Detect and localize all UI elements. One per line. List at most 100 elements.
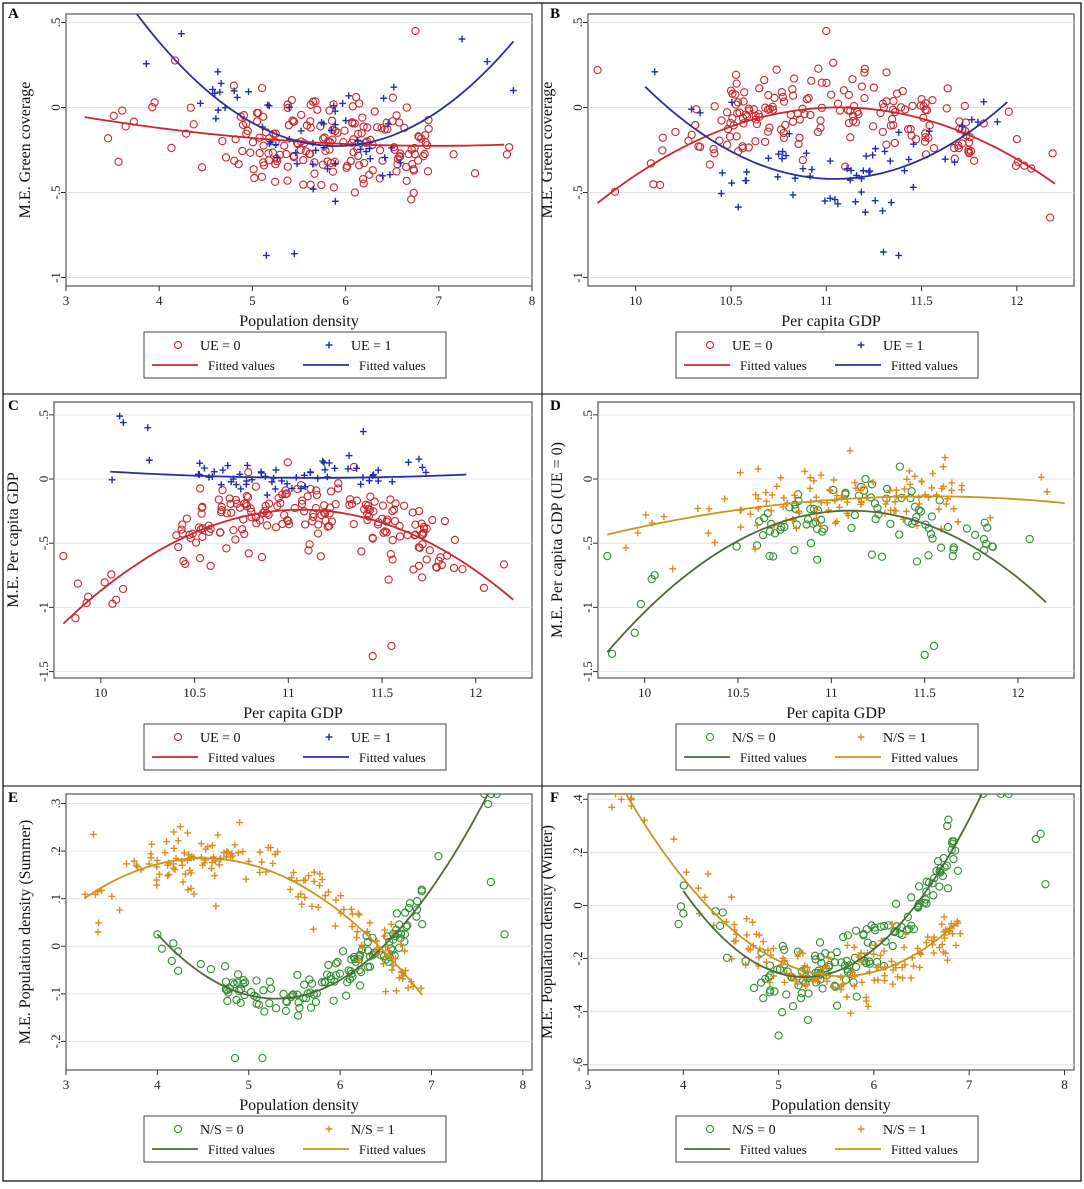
y-tick-label: -.5 xyxy=(36,536,51,550)
scatter-point xyxy=(954,141,963,150)
y-tick-label: -.4 xyxy=(570,1004,585,1019)
scatter-point xyxy=(310,158,319,167)
scatter-point xyxy=(486,877,496,887)
scatter-point xyxy=(272,466,280,474)
scatter-point xyxy=(325,888,332,896)
scatter-point xyxy=(765,551,774,561)
scatter-point xyxy=(916,507,926,516)
scatter-point xyxy=(894,973,902,981)
scatter-point xyxy=(867,480,877,489)
scatter-point xyxy=(683,868,690,876)
scatter-point xyxy=(329,183,339,192)
scatter-point xyxy=(903,124,913,134)
scatter-point xyxy=(402,103,411,112)
scatter-point xyxy=(306,100,315,109)
x-tick-label: 10.5 xyxy=(727,685,750,700)
x-tick-label: 8 xyxy=(520,1077,527,1092)
x-tick-label: 11 xyxy=(820,293,833,308)
scatter-point xyxy=(354,161,364,170)
scatter-point xyxy=(319,457,327,465)
scatter-point xyxy=(350,188,360,197)
scatter-point xyxy=(392,111,401,120)
x-tick-label: 12 xyxy=(1010,293,1023,308)
scatter-point xyxy=(780,494,788,502)
scatter-point xyxy=(927,512,937,521)
scatter-point xyxy=(184,829,192,837)
scatter-point xyxy=(385,947,392,954)
scatter-point xyxy=(964,145,973,154)
scatter-point xyxy=(622,544,630,552)
y-tick-label: -.1 xyxy=(48,987,63,1001)
scatter-point xyxy=(341,991,351,1000)
scatter-point xyxy=(216,528,225,537)
scatter-point xyxy=(866,167,874,175)
scatter-point xyxy=(359,122,368,131)
scatter-point xyxy=(390,516,400,526)
scatter-point xyxy=(852,992,861,1001)
scatter-point xyxy=(942,500,950,508)
scatter-point xyxy=(424,124,433,133)
scatter-point xyxy=(422,524,431,533)
scatter-point xyxy=(924,933,932,941)
fitted-curve xyxy=(596,106,1056,204)
scatter-point xyxy=(831,196,839,203)
scatter-point xyxy=(891,899,901,908)
scatter-point xyxy=(187,885,195,892)
scatter-point xyxy=(363,123,372,132)
scatter-point xyxy=(366,492,375,501)
legend-fit-label: Fitted values xyxy=(891,750,958,765)
data-layer xyxy=(593,26,1057,259)
scatter-point xyxy=(182,514,191,523)
scatter-point xyxy=(182,870,189,878)
scatter-point xyxy=(418,540,427,549)
scatter-point xyxy=(865,959,875,968)
scatter-point xyxy=(402,176,411,186)
scatter-point xyxy=(752,491,760,499)
scatter-point xyxy=(895,530,904,539)
scatter-point xyxy=(174,542,183,552)
scatter-point xyxy=(847,166,855,174)
scatter-point xyxy=(94,928,102,936)
scatter-point xyxy=(221,153,231,162)
scatter-point xyxy=(153,930,162,939)
scatter-point xyxy=(401,947,409,955)
scatter-point xyxy=(265,140,273,148)
scatter-point xyxy=(396,929,406,938)
scatter-point xyxy=(972,552,981,561)
x-tick-label: 11.5 xyxy=(914,685,936,700)
scatter-point xyxy=(958,482,966,489)
scatter-point xyxy=(728,893,735,901)
scatter-point xyxy=(679,881,688,890)
scatter-point xyxy=(109,111,118,120)
scatter-point xyxy=(270,177,280,186)
legend-fit-label: Fitted values xyxy=(740,1142,807,1157)
scatter-point xyxy=(189,120,198,129)
scatter-point xyxy=(848,116,858,126)
scatter-point xyxy=(190,854,198,861)
scatter-point xyxy=(903,912,913,922)
scatter-point xyxy=(965,148,974,158)
scatter-point xyxy=(108,476,116,484)
scatter-point xyxy=(298,496,307,505)
legend-label: N/S = 0 xyxy=(732,1123,776,1138)
scatter-point xyxy=(170,828,178,836)
scatter-point xyxy=(333,957,342,967)
scatter-point xyxy=(178,529,187,538)
scatter-point xyxy=(925,127,933,135)
scatter-point xyxy=(258,1053,267,1063)
scatter-point xyxy=(694,884,702,892)
scatter-point xyxy=(382,118,391,127)
scatter-point xyxy=(395,152,404,162)
scatter-point xyxy=(759,994,768,1003)
scatter-point xyxy=(281,1006,291,1016)
scatter-point xyxy=(362,148,370,155)
panel-letter: C xyxy=(8,398,19,414)
scatter-point xyxy=(1037,473,1045,481)
scatter-point xyxy=(386,550,395,559)
scatter-point xyxy=(833,492,841,500)
scatter-point xyxy=(298,900,306,908)
scatter-point xyxy=(379,528,388,537)
scatter-point xyxy=(258,858,266,866)
scatter-point xyxy=(928,484,936,492)
scatter-point xyxy=(880,248,887,256)
